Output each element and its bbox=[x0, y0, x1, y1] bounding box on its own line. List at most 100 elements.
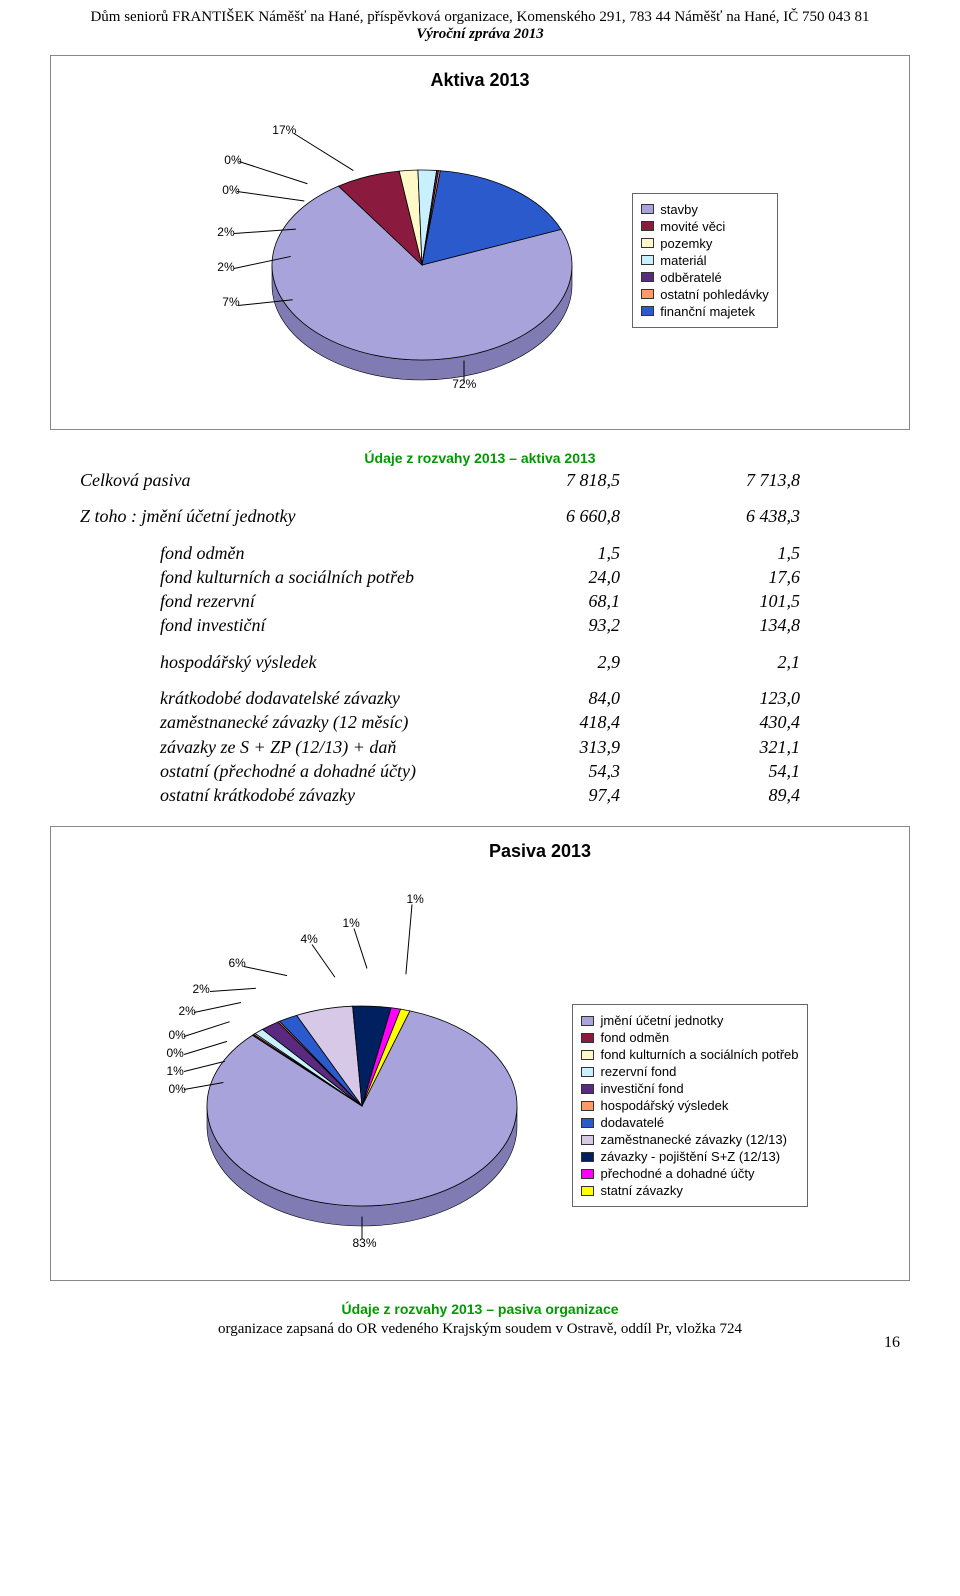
data-row-label: Celková pasiva bbox=[80, 468, 470, 492]
data-row-value-1: 54,3 bbox=[470, 759, 660, 783]
legend-label: statní závazky bbox=[600, 1183, 682, 1198]
data-row-value-1: 24,0 bbox=[470, 565, 660, 589]
legend-item: investiční fond bbox=[581, 1081, 798, 1096]
data-row-value-2: 101,5 bbox=[660, 589, 800, 613]
aktiva-pie-svg bbox=[182, 105, 602, 415]
pasiva-chart-box: Pasiva 2013 83%0%1%0%0%2%2%6%4%1%1% jměn… bbox=[50, 826, 910, 1281]
legend-label: odběratelé bbox=[660, 270, 721, 285]
data-row-value-1: 97,4 bbox=[470, 783, 660, 807]
aktiva-legend: stavby movité věci pozemky materiál odběrate… bbox=[632, 193, 777, 328]
data-row-value-2: 2,1 bbox=[660, 650, 800, 674]
data-row: Z toho : jmění účetní jednotky6 660,86 4… bbox=[80, 504, 890, 528]
data-row-value-1: 2,9 bbox=[470, 650, 660, 674]
pie-callout: 7% bbox=[222, 295, 239, 309]
legend-label: ostatní pohledávky bbox=[660, 287, 768, 302]
data-row-value-2: 123,0 bbox=[660, 686, 800, 710]
legend-label: závazky - pojištění S+Z (12/13) bbox=[600, 1149, 780, 1164]
legend-swatch bbox=[641, 204, 654, 214]
pasiva-pie-svg bbox=[162, 876, 542, 1266]
data-row-label: fond odměn bbox=[80, 541, 470, 565]
data-row-value-1: 84,0 bbox=[470, 686, 660, 710]
footer-sub-line: organizace zapsaná do OR vedeného Krajsk… bbox=[50, 1321, 910, 1338]
legend-label: finanční majetek bbox=[660, 304, 755, 319]
legend-label: zaměstnanecké závazky (12/13) bbox=[600, 1132, 786, 1147]
data-row: Celková pasiva7 818,57 713,8 bbox=[80, 468, 890, 492]
legend-label: přechodné a dohadné účty bbox=[600, 1166, 754, 1181]
data-row-value-2: 54,1 bbox=[660, 759, 800, 783]
legend-item: fond kulturních a sociálních potřeb bbox=[581, 1047, 798, 1062]
pie-callout: 2% bbox=[178, 1004, 195, 1018]
data-row-label: fond rezervní bbox=[80, 589, 470, 613]
data-row: fond kulturních a sociálních potřeb24,01… bbox=[80, 565, 890, 589]
legend-swatch bbox=[581, 1118, 594, 1128]
pie-callout: 0% bbox=[166, 1046, 183, 1060]
legend-swatch bbox=[641, 238, 654, 248]
pie-callout: 83% bbox=[352, 1236, 376, 1250]
data-row-label: Z toho : jmění účetní jednotky bbox=[80, 504, 470, 528]
legend-label: pozemky bbox=[660, 236, 712, 251]
aktiva-chart-box: Aktiva 2013 72%7%2%2%0%0%17% stavbymovit… bbox=[50, 55, 910, 430]
data-row-value-2: 430,4 bbox=[660, 710, 800, 734]
pasiva-chart-body: 83%0%1%0%0%2%2%6%4%1%1% jmění účetní jed… bbox=[61, 876, 899, 1266]
pasiva-data-block: Celková pasiva7 818,57 713,8 Z toho : jmě… bbox=[80, 468, 890, 808]
legend-item: ostatní pohledávky bbox=[641, 287, 768, 302]
pasiva-legend: jmění účetní jednotky fond odměn fond kult… bbox=[572, 1004, 807, 1207]
legend-item: zaměstnanecké závazky (12/13) bbox=[581, 1132, 798, 1147]
pie-callout: 1% bbox=[166, 1064, 183, 1078]
legend-swatch bbox=[581, 1135, 594, 1145]
legend-label: movité věci bbox=[660, 219, 725, 234]
data-row: ostatní krátkodobé závazky97,489,4 bbox=[80, 783, 890, 807]
data-row-label: fond kulturních a sociálních potřeb bbox=[80, 565, 470, 589]
data-row-value-2: 1,5 bbox=[660, 541, 800, 565]
legend-swatch bbox=[641, 221, 654, 231]
pie-callout: 1% bbox=[342, 916, 359, 930]
legend-item: hospodářský výsledek bbox=[581, 1098, 798, 1113]
legend-item: pozemky bbox=[641, 236, 768, 251]
legend-item: jmění účetní jednotky bbox=[581, 1013, 798, 1028]
legend-label: stavby bbox=[660, 202, 698, 217]
aktiva-chart-body: 72%7%2%2%0%0%17% stavbymovité věcipozemk… bbox=[61, 105, 899, 415]
legend-swatch bbox=[641, 255, 654, 265]
data-row: hospodářský výsledek2,92,1 bbox=[80, 650, 890, 674]
data-row-label: závazky ze S + ZP (12/13) + daň bbox=[80, 735, 470, 759]
pie-callout: 0% bbox=[168, 1028, 185, 1042]
data-row-label: hospodářský výsledek bbox=[80, 650, 470, 674]
data-row-value-1: 6 660,8 bbox=[470, 504, 660, 528]
pie-callout: 4% bbox=[300, 932, 317, 946]
legend-label: materiál bbox=[660, 253, 706, 268]
legend-swatch bbox=[581, 1067, 594, 1077]
legend-swatch bbox=[581, 1101, 594, 1111]
legend-swatch bbox=[581, 1186, 594, 1196]
legend-item: stavby bbox=[641, 202, 768, 217]
legend-swatch bbox=[581, 1152, 594, 1162]
data-row: závazky ze S + ZP (12/13) + daň313,9321,… bbox=[80, 735, 890, 759]
pasiva-pie: 83%0%1%0%0%2%2%6%4%1%1% bbox=[162, 876, 542, 1266]
data-row: ostatní (přechodné a dohadné účty)54,354… bbox=[80, 759, 890, 783]
data-row-value-2: 7 713,8 bbox=[660, 468, 800, 492]
data-row: fond investiční93,2134,8 bbox=[80, 613, 890, 637]
legend-item: přechodné a dohadné účty bbox=[581, 1166, 798, 1181]
pie-callout: 2% bbox=[217, 225, 234, 239]
header-line-1: Dům seniorů FRANTIŠEK Náměšť na Hané, př… bbox=[50, 8, 910, 26]
data-row-label: fond investiční bbox=[80, 613, 470, 637]
legend-swatch bbox=[581, 1016, 594, 1026]
legend-item: fond odměn bbox=[581, 1030, 798, 1045]
data-row-value-1: 7 818,5 bbox=[470, 468, 660, 492]
legend-swatch bbox=[581, 1084, 594, 1094]
pie-callout: 2% bbox=[192, 982, 209, 996]
data-row: fond odměn1,51,5 bbox=[80, 541, 890, 565]
data-row-value-1: 68,1 bbox=[470, 589, 660, 613]
data-row-value-2: 89,4 bbox=[660, 783, 800, 807]
legend-label: fond kulturních a sociálních potřeb bbox=[600, 1047, 798, 1062]
legend-item: materiál bbox=[641, 253, 768, 268]
legend-label: jmění účetní jednotky bbox=[600, 1013, 723, 1028]
legend-label: hospodářský výsledek bbox=[600, 1098, 728, 1113]
section-heading-aktiva: Údaje z rozvahy 2013 – aktiva 2013 bbox=[50, 450, 910, 466]
data-row-value-2: 6 438,3 bbox=[660, 504, 800, 528]
page-number: 16 bbox=[884, 1334, 900, 1352]
data-row-value-1: 93,2 bbox=[470, 613, 660, 637]
header-line-2: Výroční zpráva 2013 bbox=[50, 26, 910, 43]
data-row-value-2: 134,8 bbox=[660, 613, 800, 637]
data-row-label: ostatní (přechodné a dohadné účty) bbox=[80, 759, 470, 783]
data-row: fond rezervní68,1101,5 bbox=[80, 589, 890, 613]
